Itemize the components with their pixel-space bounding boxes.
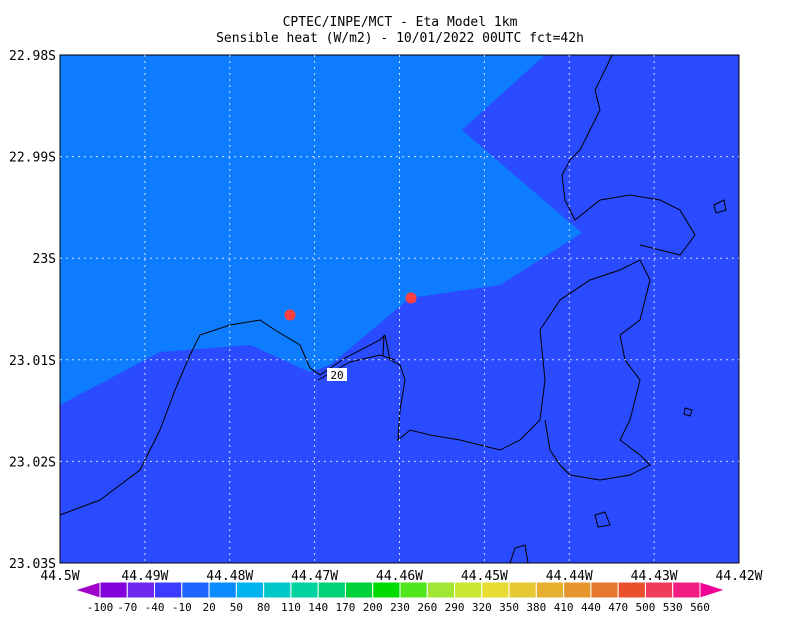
colorbar-box xyxy=(617,581,646,599)
colorbar-label: 110 xyxy=(281,601,301,614)
colorbar-label: 560 xyxy=(690,601,710,614)
colorbar-box xyxy=(99,581,128,599)
colorbar-box xyxy=(644,581,674,599)
colorbar-box xyxy=(508,581,537,599)
colorbar-label: 50 xyxy=(230,601,243,614)
colorbar-box xyxy=(290,581,319,599)
y-tick-label: 23.02S xyxy=(9,455,56,470)
colorbar-label: 530 xyxy=(663,601,683,614)
colorbar-label: 230 xyxy=(390,601,410,614)
colorbar-box xyxy=(399,581,428,599)
colorbar-label: 140 xyxy=(308,601,328,614)
colorbar-box xyxy=(154,581,183,599)
y-tick-label: 23S xyxy=(33,252,56,267)
x-tick-label: 44.42W xyxy=(716,569,763,584)
subtitle: Sensible heat (W/m2) - 10/01/2022 00UTC … xyxy=(216,31,584,46)
colorbar-label: 80 xyxy=(257,601,270,614)
field-region xyxy=(60,55,582,405)
colorbar-label: 260 xyxy=(417,601,437,614)
x-tick-label: 44.46W xyxy=(376,569,423,584)
colorbar-box xyxy=(590,581,619,599)
y-tick-label: 23.03S xyxy=(9,557,56,572)
colorbar-label: 410 xyxy=(554,601,574,614)
marker xyxy=(405,292,417,304)
colorbar-box xyxy=(263,581,292,599)
x-tick-label: 44.5W xyxy=(40,569,79,584)
colorbar-box xyxy=(481,581,510,599)
colorbar-label: 500 xyxy=(636,601,656,614)
y-tick-label: 23.01S xyxy=(9,354,56,369)
colorbar-box xyxy=(317,581,346,599)
marker xyxy=(284,309,296,321)
x-tick-label: 44.48W xyxy=(206,569,253,584)
colorbar-box xyxy=(454,581,483,599)
colorbar-arrow xyxy=(699,581,727,599)
contour-label-box xyxy=(327,368,347,381)
colorbar-label: -40 xyxy=(145,601,165,614)
colorbar-box xyxy=(126,581,156,599)
colorbar-box xyxy=(672,581,701,599)
colorbar-label: -10 xyxy=(172,601,192,614)
colorbar-box xyxy=(535,581,565,599)
colorbar-label: -70 xyxy=(117,601,137,614)
colorbar-label: -100 xyxy=(87,601,114,614)
colorbar-label: 200 xyxy=(363,601,383,614)
colorbar-label: 20 xyxy=(202,601,215,614)
x-tick-label: 44.47W xyxy=(291,569,338,584)
coastline xyxy=(561,54,696,256)
x-tick-label: 44.44W xyxy=(546,569,593,584)
x-tick-label: 44.49W xyxy=(121,569,168,584)
coastline xyxy=(59,259,651,516)
colorbar-arrow xyxy=(73,581,101,599)
contour-label: 20 xyxy=(330,369,343,382)
colorbar-box xyxy=(372,581,401,599)
colorbar-box xyxy=(235,581,265,599)
title: CPTEC/INPE/MCT - Eta Model 1km xyxy=(283,15,518,30)
colorbar-box xyxy=(208,581,237,599)
x-tick-label: 44.45W xyxy=(461,569,508,584)
colorbar-label: 320 xyxy=(472,601,492,614)
x-tick-label: 44.43W xyxy=(631,569,678,584)
colorbar-box xyxy=(344,581,374,599)
colorbar-label: 350 xyxy=(499,601,519,614)
colorbar-label: 440 xyxy=(581,601,601,614)
colorbar-box xyxy=(426,581,456,599)
colorbar-label: 380 xyxy=(526,601,546,614)
colorbar-label: 470 xyxy=(608,601,628,614)
colorbar-box xyxy=(181,581,210,599)
colorbar-label: 170 xyxy=(336,601,356,614)
coastline xyxy=(509,199,727,564)
y-tick-label: 22.99S xyxy=(9,151,56,166)
colorbar-label: 290 xyxy=(445,601,465,614)
colorbar-box xyxy=(563,581,592,599)
y-tick-label: 22.98S xyxy=(9,49,56,64)
